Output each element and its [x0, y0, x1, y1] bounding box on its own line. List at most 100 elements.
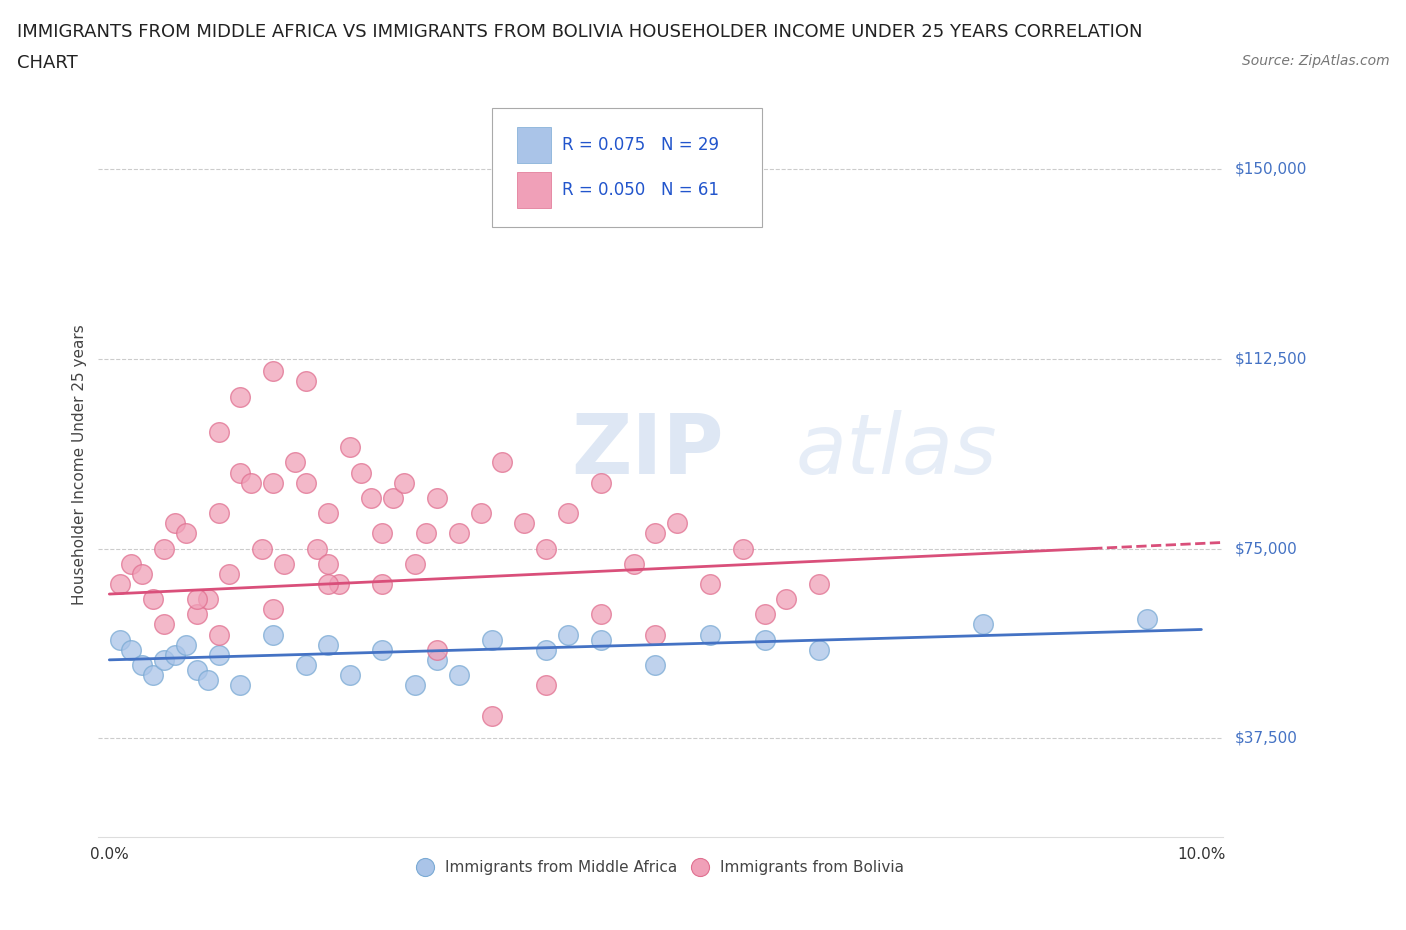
- Point: [754, 632, 776, 647]
- Point: [339, 668, 361, 683]
- Text: R = 0.050   N = 61: R = 0.050 N = 61: [562, 180, 718, 199]
- Point: [589, 607, 612, 622]
- Point: [666, 516, 689, 531]
- Point: [207, 647, 229, 662]
- Point: [589, 475, 612, 490]
- Point: [186, 607, 208, 622]
- Point: [754, 607, 776, 622]
- Point: [447, 668, 470, 683]
- Point: [392, 475, 415, 490]
- Point: [557, 506, 579, 521]
- Point: [153, 653, 176, 668]
- Point: [174, 637, 197, 652]
- Point: [382, 490, 405, 505]
- Point: [110, 577, 132, 591]
- Point: [153, 617, 176, 631]
- Point: [534, 541, 557, 556]
- Point: [252, 541, 274, 556]
- Point: [120, 556, 142, 571]
- Point: [371, 643, 394, 658]
- Point: [153, 541, 176, 556]
- Point: [295, 475, 318, 490]
- Point: [197, 672, 219, 687]
- Point: [120, 643, 142, 658]
- Text: $37,500: $37,500: [1234, 731, 1298, 746]
- Point: [491, 455, 513, 470]
- Point: [197, 591, 219, 606]
- Point: [699, 627, 721, 642]
- Point: [470, 506, 492, 521]
- Point: [534, 678, 557, 693]
- Point: [110, 632, 132, 647]
- Point: [305, 541, 328, 556]
- Point: [513, 516, 536, 531]
- Text: Source: ZipAtlas.com: Source: ZipAtlas.com: [1241, 54, 1389, 68]
- FancyBboxPatch shape: [492, 108, 762, 227]
- Point: [404, 556, 426, 571]
- Point: [218, 566, 240, 581]
- Point: [174, 525, 197, 540]
- Legend: Immigrants from Middle Africa, Immigrants from Bolivia: Immigrants from Middle Africa, Immigrant…: [412, 854, 910, 882]
- Point: [644, 525, 666, 540]
- Point: [360, 490, 382, 505]
- Point: [207, 506, 229, 521]
- Point: [273, 556, 295, 571]
- Point: [186, 591, 208, 606]
- Point: [163, 647, 186, 662]
- Point: [229, 465, 252, 480]
- Point: [447, 525, 470, 540]
- Point: [316, 506, 339, 521]
- Text: $112,500: $112,500: [1234, 352, 1306, 366]
- Point: [557, 627, 579, 642]
- Point: [808, 643, 831, 658]
- Point: [481, 632, 503, 647]
- Point: [426, 653, 449, 668]
- Point: [415, 525, 437, 540]
- Point: [644, 627, 666, 642]
- Point: [207, 425, 229, 440]
- Point: [229, 678, 252, 693]
- Point: [371, 577, 394, 591]
- Text: R = 0.075   N = 29: R = 0.075 N = 29: [562, 136, 718, 154]
- Point: [240, 475, 263, 490]
- Point: [481, 708, 503, 723]
- Point: [262, 627, 284, 642]
- Text: CHART: CHART: [17, 54, 77, 72]
- Point: [142, 668, 165, 683]
- Point: [316, 577, 339, 591]
- Point: [426, 643, 449, 658]
- Point: [731, 541, 754, 556]
- Point: [339, 440, 361, 455]
- Point: [328, 577, 350, 591]
- Point: [131, 658, 153, 672]
- Point: [699, 577, 721, 591]
- Point: [229, 390, 252, 405]
- Point: [972, 617, 994, 631]
- Text: $150,000: $150,000: [1234, 162, 1306, 177]
- Point: [163, 516, 186, 531]
- Point: [131, 566, 153, 581]
- Point: [262, 475, 284, 490]
- Point: [207, 627, 229, 642]
- Y-axis label: Householder Income Under 25 years: Householder Income Under 25 years: [72, 325, 87, 605]
- Point: [262, 364, 284, 379]
- Point: [316, 637, 339, 652]
- Point: [1136, 612, 1159, 627]
- Point: [186, 662, 208, 677]
- FancyBboxPatch shape: [517, 127, 551, 163]
- Point: [775, 591, 797, 606]
- Point: [349, 465, 371, 480]
- Text: $75,000: $75,000: [1234, 541, 1298, 556]
- Text: IMMIGRANTS FROM MIDDLE AFRICA VS IMMIGRANTS FROM BOLIVIA HOUSEHOLDER INCOME UNDE: IMMIGRANTS FROM MIDDLE AFRICA VS IMMIGRA…: [17, 23, 1142, 41]
- Point: [808, 577, 831, 591]
- Point: [284, 455, 307, 470]
- Point: [589, 632, 612, 647]
- Point: [534, 643, 557, 658]
- Text: ZIP: ZIP: [571, 409, 723, 491]
- Point: [295, 374, 318, 389]
- Point: [295, 658, 318, 672]
- Point: [644, 658, 666, 672]
- Point: [426, 490, 449, 505]
- Point: [371, 525, 394, 540]
- Point: [623, 556, 645, 571]
